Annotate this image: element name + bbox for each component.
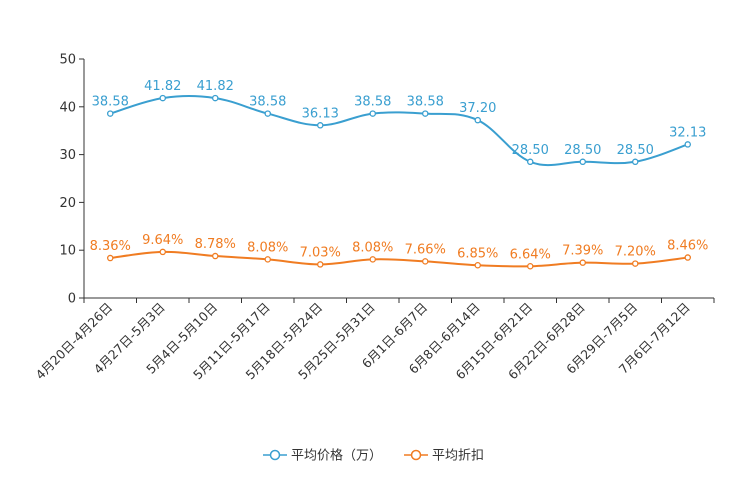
y-tick-label: 40 [59, 100, 76, 115]
data-label: 8.08% [247, 240, 288, 255]
x-axis: 4月20日-4月26日4月27日-5月3日5月4日-5月10日5月11日-5月1… [32, 297, 715, 382]
data-label: 32.13 [669, 125, 706, 140]
y-axis: 0 10 20 30 40 50 [59, 53, 85, 307]
data-label: 7.66% [405, 242, 446, 257]
data-label: 7.20% [615, 245, 656, 260]
data-point[interactable] [527, 158, 534, 166]
legend[interactable]: 平均价格（万） 平均折扣 [263, 448, 484, 464]
data-point[interactable] [579, 158, 587, 166]
legend-label: 平均价格（万） [291, 448, 382, 464]
data-label: 8.36% [90, 239, 131, 254]
data-point[interactable] [369, 110, 376, 117]
data-label: 41.82 [197, 79, 234, 94]
y-tick-label: 50 [59, 53, 76, 68]
series-line [109, 95, 689, 167]
data-point[interactable] [684, 254, 692, 261]
data-label: 28.50 [512, 143, 549, 158]
data-label: 38.58 [249, 95, 286, 110]
series-line [110, 250, 688, 268]
data-label: 7.39% [562, 244, 603, 259]
data-label: 28.50 [564, 143, 601, 158]
series-avg-discount: 8.36% 9.64% 8.78% 8.08% 7.03% 8.08% 7.66% 6.85%… [90, 233, 708, 270]
data-point[interactable] [211, 252, 219, 260]
data-point[interactable] [107, 254, 114, 262]
data-point[interactable] [579, 259, 587, 266]
data-label: 28.50 [617, 143, 654, 158]
data-point[interactable] [264, 110, 271, 117]
data-label: 38.58 [92, 95, 129, 110]
legend-item-avg-price[interactable]: 平均价格（万） [263, 448, 382, 464]
data-label: 37.20 [459, 101, 496, 116]
legend-marker-icon [410, 449, 422, 461]
data-label: 38.58 [407, 95, 444, 110]
data-point[interactable] [316, 261, 324, 268]
data-label: 6.64% [510, 247, 551, 262]
data-label: 7.03% [300, 245, 341, 260]
data-point[interactable] [684, 141, 692, 148]
data-label: 9.64% [142, 233, 183, 248]
data-label: 8.78% [195, 237, 236, 252]
series-layer: 38.58 41.82 41.82 38.58 36.13 38.58 38.58 37.20… [90, 79, 708, 270]
legend-marker-icon [269, 449, 281, 461]
legend-item-avg-discount[interactable]: 平均折扣 [404, 449, 484, 464]
data-point[interactable] [632, 158, 639, 166]
data-point[interactable] [159, 94, 166, 102]
y-tick-label: 30 [59, 148, 76, 163]
data-label: 6.85% [457, 246, 498, 261]
data-label: 38.58 [354, 95, 391, 110]
data-point[interactable] [316, 122, 324, 129]
data-point[interactable] [527, 263, 534, 270]
data-point[interactable] [264, 256, 271, 263]
data-point[interactable] [421, 110, 429, 117]
series-avg-price: 38.58 41.82 41.82 38.58 36.13 38.58 38.58 37.20… [92, 79, 706, 167]
data-point[interactable] [632, 260, 639, 267]
data-label: 36.13 [302, 106, 339, 121]
data-label: 8.46% [667, 239, 708, 254]
data-label: 41.82 [144, 79, 181, 94]
data-point[interactable] [421, 258, 429, 265]
y-tick-label: 10 [59, 244, 76, 259]
data-point[interactable] [369, 256, 376, 263]
data-label: 8.08% [352, 240, 393, 255]
y-tick-label: 0 [68, 292, 76, 307]
y-tick-label: 20 [59, 196, 76, 211]
data-point[interactable] [107, 110, 114, 117]
data-point[interactable] [474, 116, 481, 124]
data-point[interactable] [159, 248, 166, 256]
legend-label: 平均折扣 [432, 449, 484, 464]
data-point[interactable] [474, 262, 481, 269]
data-point[interactable] [211, 94, 219, 102]
